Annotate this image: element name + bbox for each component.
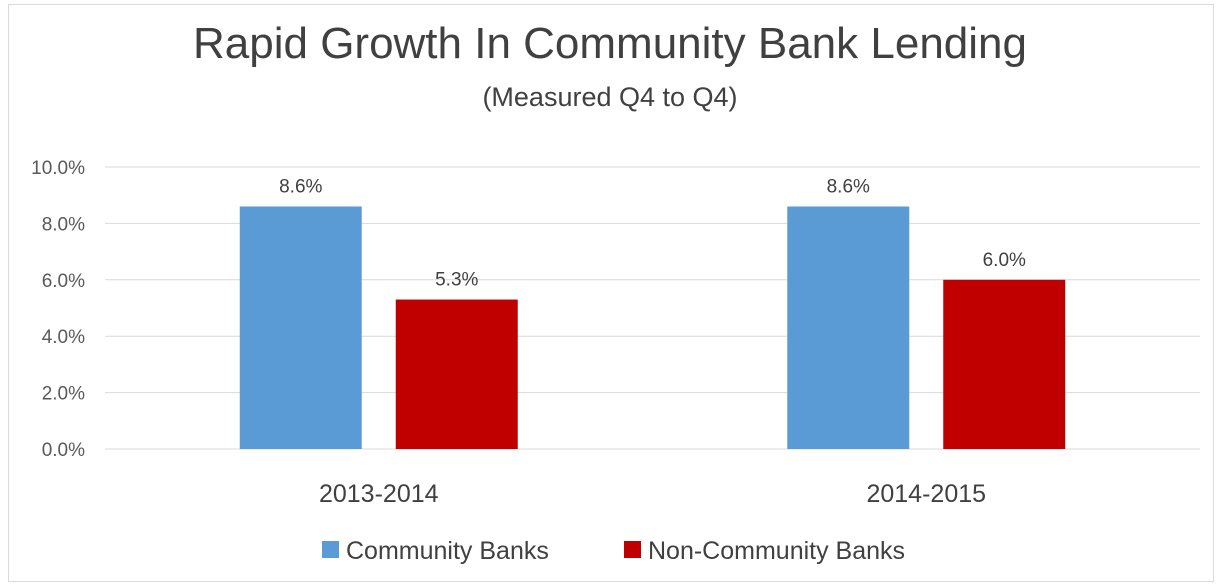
y-tick-label: 2.0% [42,384,85,405]
x-category-label: 2013-2014 [319,480,439,508]
y-tick-label: 0.0% [42,440,85,461]
legend-swatch [322,541,339,558]
data-label: 5.3% [435,270,478,291]
y-tick-label: 4.0% [42,327,85,348]
data-label: 8.6% [827,176,870,197]
data-label: 8.6% [279,176,322,197]
legend-swatch [624,541,641,558]
y-tick-label: 10.0% [31,158,85,179]
x-category-label: 2014-2015 [866,480,986,508]
y-tick-label: 8.0% [42,214,85,235]
data-label: 6.0% [983,250,1026,271]
legend-label: Community Banks [346,537,549,565]
bar [787,206,910,449]
bar [239,206,362,449]
chart-title: Rapid Growth In Community Bank Lending [193,19,1027,68]
bar [395,299,518,449]
y-tick-label: 6.0% [42,271,85,292]
bar [943,279,1066,449]
chart-subtitle: (Measured Q4 to Q4) [482,82,738,112]
legend-label: Non-Community Banks [648,537,905,565]
